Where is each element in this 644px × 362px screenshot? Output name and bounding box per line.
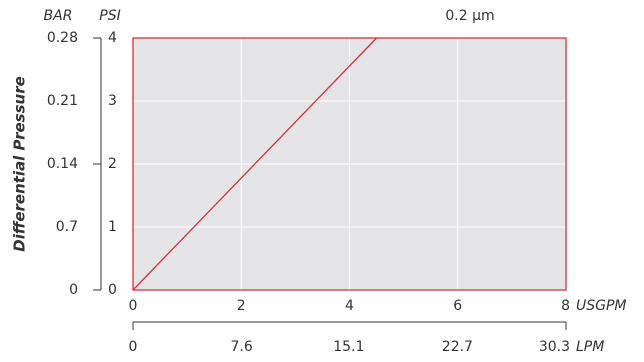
y-tick-label: 1: [108, 219, 117, 235]
y-tick-label: 2: [108, 156, 117, 172]
data-line: [132, 37, 378, 291]
y2-tick-label: 0.21: [47, 93, 78, 109]
y2-tick-label: 0.7: [56, 219, 78, 235]
x2-tick-label: 7.6: [230, 339, 252, 355]
x-tick-label: 6: [453, 298, 462, 314]
y-tick-label: 0: [108, 282, 117, 298]
y-tick-label: 4: [108, 30, 117, 46]
x2-tick-label: 15.1: [333, 339, 364, 355]
plot-frame: [132, 37, 567, 291]
y2-unit: BAR: [44, 8, 73, 24]
y-axis-label: Differential Pressure: [11, 76, 29, 252]
x2-tick-label: 30.3: [539, 339, 570, 355]
y-tick-label: 3: [108, 93, 117, 109]
chart-title: 0.2 µm: [445, 8, 494, 24]
x2-tick-label: 0: [129, 339, 138, 355]
x2-unit: LPM: [576, 339, 604, 355]
y2-tick-label: 0.28: [47, 30, 78, 46]
x-tick-label: 8: [561, 298, 570, 314]
x-tick-label: 2: [237, 298, 246, 314]
y2-tick-label: 0.14: [47, 156, 78, 172]
y-unit: PSI: [99, 8, 120, 24]
x2-tick-label: 22.7: [442, 339, 473, 355]
x-unit: USGPM: [576, 298, 627, 314]
x-tick-label: 0: [129, 298, 138, 314]
y2-tick-label: 0: [69, 282, 78, 298]
x-tick-label: 4: [345, 298, 354, 314]
